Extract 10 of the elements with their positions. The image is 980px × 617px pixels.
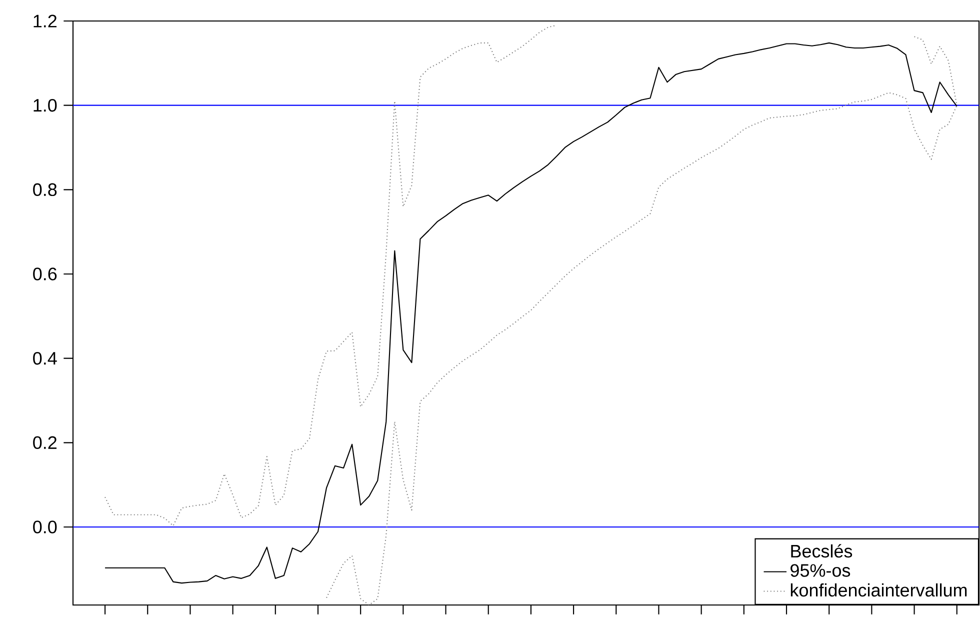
y-tick-label: 1.0 — [34, 98, 57, 112]
y-tick-label: 1.2 — [34, 14, 57, 28]
y-tick-label: 0.6 — [33, 268, 57, 280]
y-tick-label: 0.2 — [33, 436, 57, 450]
legend-label: 95%-os — [790, 564, 850, 577]
legend-label: konfidenciaintervallum — [790, 583, 967, 597]
y-tick-label: 0.4 — [33, 352, 57, 365]
y-tick-label: 0.8 — [33, 183, 57, 196]
legend-title: Becslés — [791, 544, 852, 558]
y-tick-label: 0.0 — [33, 520, 57, 534]
